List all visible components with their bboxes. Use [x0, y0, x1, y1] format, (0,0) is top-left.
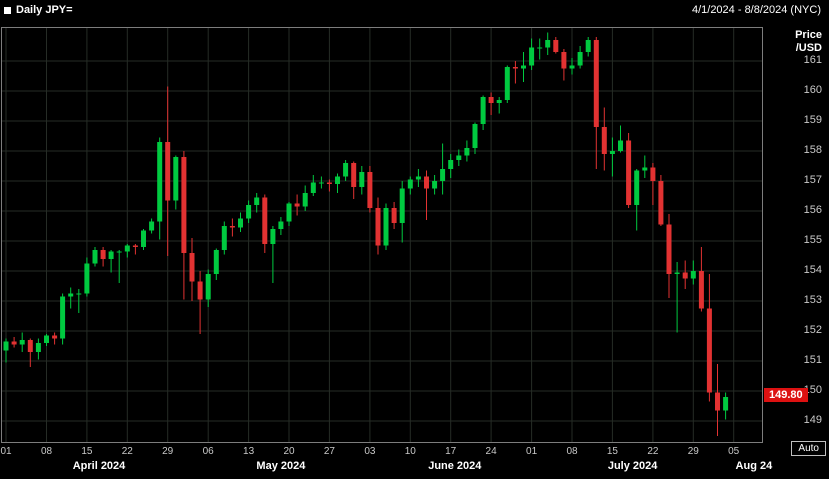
date-tick-label: 05	[728, 446, 740, 457]
price-axis-title: Price /USD	[795, 29, 822, 54]
chart-canvas[interactable]	[2, 28, 762, 442]
price-tick-label: 157	[803, 174, 822, 186]
date-tick-label: 17	[445, 446, 457, 457]
price-tick-label: 156	[803, 204, 822, 216]
time-axis: 01 08 15 22 29 06 13 20 27 03 10 17 24 01 08 15 22 29 05 Ap…	[0, 443, 829, 479]
date-tick-label: 29	[162, 446, 174, 457]
chart-header-left: Daily JPY=	[4, 4, 73, 16]
date-tick-label: 01	[0, 446, 12, 457]
price-tick-label: 150	[803, 384, 822, 396]
price-tick-label: 151	[803, 354, 822, 366]
date-tick-label: 01	[526, 446, 538, 457]
price-tick-label: 149	[803, 414, 822, 426]
price-tick-label: 161	[803, 54, 822, 66]
month-label: May 2024	[256, 460, 306, 472]
date-tick-label: 20	[283, 446, 295, 457]
price-axis: Price /USD 161 160 159 158 157 156 155 154 153 15…	[763, 27, 829, 443]
chart-title: Daily JPY=	[16, 4, 73, 16]
month-label: Aug 24	[735, 460, 773, 472]
date-tick-label: 15	[606, 446, 618, 457]
candlestick-chart[interactable]	[1, 27, 763, 443]
month-label: April 2024	[72, 460, 126, 472]
date-tick-label: 06	[202, 446, 214, 457]
price-tick-label: 154	[803, 264, 822, 276]
month-label: July 2024	[607, 460, 658, 472]
date-tick-label: 13	[243, 446, 255, 457]
price-tick-label: 155	[803, 234, 822, 246]
month-label: June 2024	[428, 460, 482, 472]
price-tick-label: 152	[803, 324, 822, 336]
price-tick-label: 159	[803, 114, 822, 126]
date-tick-label: 15	[81, 446, 93, 457]
price-tick-label: 153	[803, 294, 822, 306]
date-tick-label: 27	[323, 446, 335, 457]
chart-corner-icon	[4, 6, 11, 14]
chart-date-range: 4/1/2024 - 8/8/2024 (NYC)	[691, 4, 821, 16]
date-tick-label: 08	[40, 446, 53, 457]
date-tick-label: 24	[485, 446, 497, 457]
date-tick-label: 10	[404, 446, 416, 457]
date-tick-label: 08	[566, 446, 578, 457]
date-tick-label: 22	[647, 446, 659, 457]
price-tick-label: 160	[803, 84, 822, 96]
auto-scale-button[interactable]: Auto	[791, 441, 826, 456]
date-tick-label: 03	[364, 446, 376, 457]
price-tick-label: 158	[803, 144, 822, 156]
last-price-badge: 149.80	[764, 388, 808, 402]
date-tick-label: 29	[687, 446, 699, 457]
date-tick-label: 22	[121, 446, 133, 457]
chart-header: Daily JPY= 4/1/2024 - 8/8/2024 (NYC)	[0, 0, 829, 27]
